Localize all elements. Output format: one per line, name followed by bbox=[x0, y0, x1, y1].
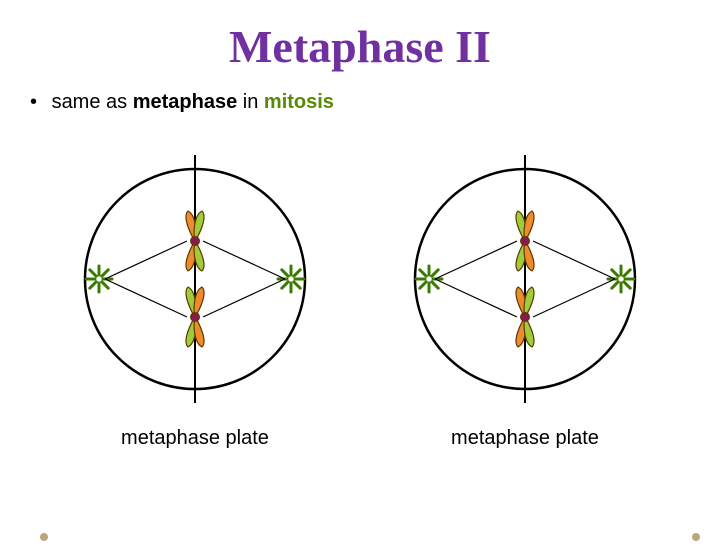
title-text: Metaphase II bbox=[229, 21, 491, 72]
bullet-mid: in bbox=[237, 91, 264, 113]
caption-left: metaphase plate bbox=[121, 427, 269, 450]
bullet-dot: • bbox=[30, 91, 36, 114]
page-title: Metaphase II bbox=[0, 20, 720, 73]
cells-row: metaphase plate metaphase plate bbox=[0, 149, 720, 450]
bullet-pre: same as bbox=[52, 91, 133, 113]
caption-right: metaphase plate bbox=[451, 427, 599, 450]
cell-left-diagram bbox=[65, 149, 325, 409]
bullet-mitosis: mitosis bbox=[264, 91, 334, 113]
cell-right-diagram bbox=[395, 149, 655, 409]
cell-right-wrap: metaphase plate bbox=[395, 149, 655, 450]
bullet-line: • same as metaphase in mitosis bbox=[30, 91, 720, 114]
bullet-bold: metaphase bbox=[133, 91, 238, 113]
cell-left-wrap: metaphase plate bbox=[65, 149, 325, 450]
